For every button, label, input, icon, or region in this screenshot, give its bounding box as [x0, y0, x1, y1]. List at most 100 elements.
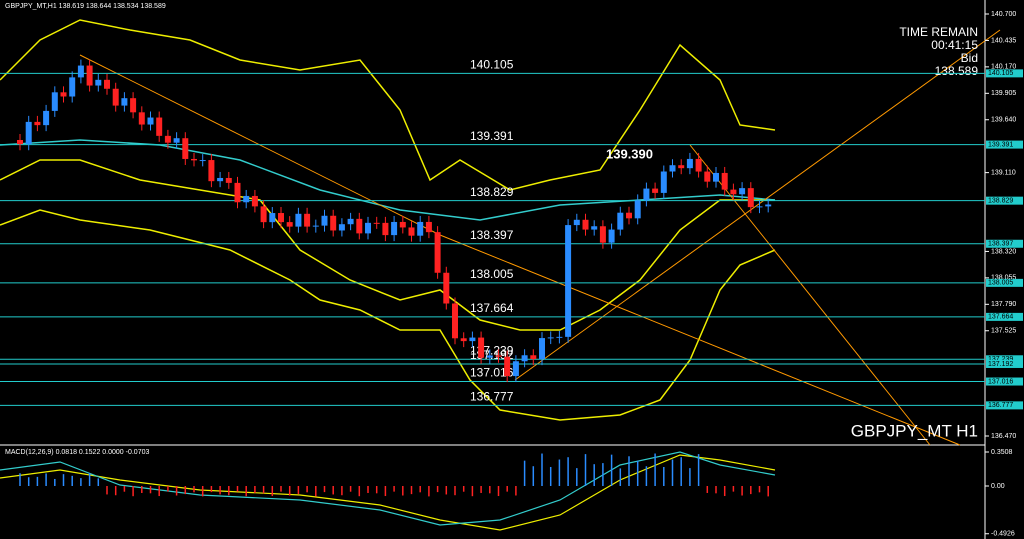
- level-tag-label: 140.105: [988, 70, 1013, 77]
- candle-body: [504, 356, 511, 377]
- bid-value: 138.589: [935, 64, 979, 78]
- candle-body: [304, 213, 311, 227]
- candle-body: [121, 98, 128, 106]
- moving-average: [0, 139, 776, 221]
- candle-body: [278, 213, 284, 223]
- candle-body: [86, 65, 93, 86]
- price-tick-label: 140.170: [991, 64, 1016, 71]
- candle-body: [539, 338, 545, 360]
- time-remain: 00:41:15: [931, 38, 978, 52]
- candle-body: [321, 215, 328, 226]
- level-tag: [986, 359, 1023, 368]
- candle-body: [686, 158, 693, 169]
- candle-body: [643, 188, 650, 201]
- candle-body: [747, 188, 754, 208]
- candle-body: [704, 171, 711, 182]
- candle-body: [521, 355, 528, 362]
- level-label: 138.829: [470, 185, 514, 199]
- price-tick-label: 138.320: [991, 248, 1016, 255]
- candle-body: [225, 177, 232, 183]
- candle-body: [156, 117, 163, 136]
- candle-body: [652, 188, 659, 193]
- candle-body: [217, 177, 224, 182]
- macd-line: [0, 451, 776, 526]
- level-tag: [986, 312, 1023, 321]
- candle-body: [556, 336, 563, 338]
- candle-body: [95, 79, 102, 86]
- level-tag-label: 139.391: [988, 141, 1013, 148]
- candle-body: [547, 337, 554, 339]
- candle-body: [730, 189, 737, 195]
- candle-body: [417, 221, 424, 236]
- candle-body: [391, 221, 398, 236]
- price-tick-label: 140.700: [991, 11, 1016, 18]
- macd-title: MACD(12,26,9) 0.0818 0.1522 0.0000 -0.07…: [5, 449, 149, 456]
- candle-body: [147, 117, 154, 125]
- price-tick-label: 139.640: [991, 117, 1016, 124]
- macd-tick-label: 0.00: [991, 483, 1005, 490]
- level-tag: [986, 239, 1023, 248]
- candle-body: [373, 222, 380, 224]
- candle-body: [243, 195, 250, 203]
- candle-body: [669, 165, 676, 172]
- candle-body: [512, 361, 519, 377]
- level-tag: [986, 69, 1023, 78]
- macd-tick-label: 0.3508: [991, 449, 1013, 456]
- candle-body: [191, 158, 197, 161]
- price-tick-label: 138.055: [991, 275, 1016, 282]
- candle-body: [199, 160, 206, 162]
- price-tick-label: 136.470: [991, 433, 1016, 440]
- level-tag: [986, 401, 1023, 410]
- level-tag: [986, 196, 1023, 205]
- candle-body: [486, 355, 493, 358]
- candle-body: [617, 212, 624, 230]
- candle-body: [582, 219, 589, 230]
- candle-body: [382, 222, 389, 236]
- candle-body: [60, 92, 67, 97]
- candle-body: [660, 171, 667, 193]
- level-tag-label: 138.829: [988, 198, 1013, 205]
- level-label: 137.016: [470, 366, 514, 380]
- candle-body: [112, 88, 119, 106]
- candle-body: [104, 79, 110, 89]
- level-label: 139.391: [470, 129, 514, 143]
- level-tag-label: 137.239: [988, 356, 1013, 363]
- candle-body: [43, 110, 50, 126]
- candle-body: [77, 65, 84, 78]
- candle-body: [330, 215, 337, 231]
- candle-body: [51, 92, 58, 111]
- candle-body: [138, 112, 145, 125]
- candle-body: [399, 221, 406, 228]
- candle-body: [608, 229, 615, 243]
- candle-body: [356, 218, 363, 234]
- candle-body: [338, 224, 345, 231]
- candle-body: [721, 172, 728, 190]
- candle-body: [599, 226, 606, 243]
- candle-body: [312, 225, 319, 227]
- symbol-label: GBPJPY_MT H1: [851, 421, 978, 440]
- price-tick-label: 137.525: [991, 328, 1016, 335]
- candle-body: [260, 206, 267, 223]
- price-tick-label: 137.790: [991, 301, 1016, 308]
- header-text: GBPJPY_MT,H1 138.619 138.644 138.534 138…: [5, 3, 166, 10]
- price-tick-label: 139.110: [991, 169, 1016, 176]
- candle-body: [365, 222, 371, 234]
- candle-body: [173, 138, 180, 143]
- candle-body: [234, 182, 241, 203]
- price-tick-label: 140.435: [991, 37, 1016, 44]
- level-label: 140.105: [470, 58, 514, 72]
- candle-body: [469, 337, 476, 342]
- candle-body: [756, 206, 763, 208]
- candle-body: [434, 232, 441, 273]
- candle-body: [17, 140, 23, 145]
- level-label: 138.005: [470, 267, 514, 281]
- trend-line: [514, 29, 1001, 381]
- candle-body: [739, 188, 746, 195]
- bollinger-upper: [0, 19, 776, 191]
- candle-body: [626, 212, 632, 219]
- time-remain-label: TIME REMAIN: [899, 25, 978, 39]
- candle-body: [678, 165, 685, 169]
- candle-body: [591, 226, 598, 230]
- candle-body: [408, 227, 415, 236]
